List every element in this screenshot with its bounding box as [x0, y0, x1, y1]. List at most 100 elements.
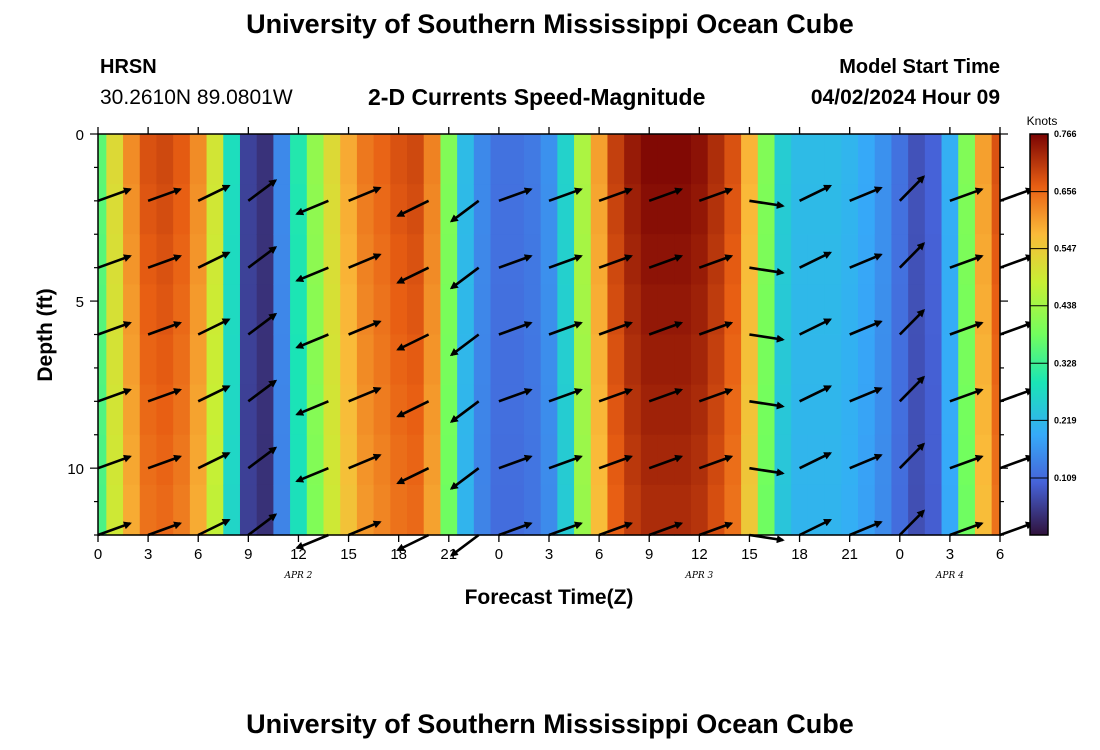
- heatmap-cell: [874, 134, 893, 185]
- heatmap-cell: [991, 134, 1001, 185]
- heatmap-cell: [741, 184, 759, 235]
- heatmap-cell: [189, 184, 208, 235]
- current-vector-arrow: [598, 388, 633, 403]
- heatmap-cell: [640, 384, 659, 436]
- heatmap-cell: [273, 134, 291, 185]
- heatmap-cell: [189, 334, 208, 386]
- heatmap-cell: [473, 184, 492, 235]
- current-vector-arrow: [698, 321, 734, 336]
- current-vector-arrow: [849, 253, 883, 269]
- heatmap-cell: [373, 134, 391, 185]
- heatmap-cell: [724, 184, 742, 235]
- current-vector-arrow: [548, 187, 583, 203]
- current-vector-arrow: [648, 187, 684, 203]
- heatmap-cell: [590, 334, 609, 386]
- heatmap-cell: [974, 284, 993, 336]
- heatmap-cell: [707, 334, 725, 386]
- current-vector-arrow: [247, 246, 278, 269]
- heatmap-cell: [908, 184, 926, 235]
- heatmap-cell: [924, 384, 943, 436]
- heatmap-cell: [273, 234, 291, 285]
- heatmap-cell: [523, 484, 542, 536]
- current-vector-arrow: [449, 533, 480, 557]
- heatmap-cell: [958, 234, 976, 285]
- current-vector-arrow: [147, 321, 182, 336]
- heatmap-cell: [223, 384, 241, 436]
- heatmap-cell: [757, 134, 776, 185]
- heatmap-cell: [607, 234, 625, 285]
- current-vector-arrow: [295, 266, 329, 283]
- heatmap-cell: [256, 334, 274, 386]
- current-vector-arrow: [698, 187, 734, 203]
- heatmap-cell: [239, 434, 258, 486]
- x-tick-label: 18: [390, 546, 407, 563]
- heatmap-cell: [473, 284, 492, 336]
- current-vector-arrow: [849, 186, 883, 203]
- heatmap-cell: [440, 134, 458, 185]
- heatmap-cell: [173, 134, 191, 185]
- heatmap-cell: [507, 484, 525, 536]
- heatmap-cell: [523, 384, 542, 436]
- heatmap-cell: [306, 484, 325, 536]
- heatmap-cell: [323, 334, 341, 386]
- colorbar-label: 0.656: [1054, 187, 1077, 197]
- heatmap-cell: [139, 284, 158, 336]
- heatmap-cell: [941, 234, 959, 285]
- heatmap-cell: [557, 334, 575, 386]
- heatmap-cell: [356, 134, 375, 185]
- current-vector-arrow: [396, 266, 430, 284]
- heatmap-cell: [390, 234, 408, 285]
- heatmap-cell: [774, 334, 792, 386]
- heatmap-cell: [473, 234, 492, 285]
- heatmap-cell: [123, 384, 141, 436]
- heatmap-cell: [440, 234, 458, 285]
- heatmap-cell: [640, 284, 659, 336]
- heatmap-cell: [841, 234, 859, 285]
- heatmap-cell: [724, 284, 742, 336]
- heatmap-cell: [473, 484, 492, 536]
- heatmap-cell: [757, 434, 776, 486]
- heatmap-cell: [974, 334, 993, 386]
- heatmap-cell: [256, 484, 274, 536]
- heatmap-cell: [991, 334, 1001, 386]
- x-tick-label: 0: [896, 546, 904, 563]
- current-vector-arrow: [799, 251, 832, 269]
- heatmap-cell: [858, 484, 876, 536]
- heatmap-cell: [757, 284, 776, 336]
- heatmap-cell: [891, 184, 909, 235]
- current-vector-arrow: [598, 454, 633, 470]
- heatmap-cell: [791, 184, 809, 235]
- x-tick-label: 3: [946, 546, 954, 563]
- heatmap-cell: [874, 484, 893, 536]
- heatmap-cell: [239, 184, 258, 235]
- heatmap-cell: [223, 184, 241, 235]
- heatmap-cell: [891, 434, 909, 486]
- heatmap-cell: [991, 434, 1001, 486]
- heatmap-cell: [390, 484, 408, 536]
- heatmap-cell: [206, 334, 224, 386]
- current-vector-arrow: [295, 533, 329, 550]
- heatmap-cell: [757, 184, 776, 235]
- x-tick-label: 12: [691, 546, 708, 563]
- heatmap-cell: [874, 284, 893, 336]
- heatmap-cell: [106, 434, 124, 486]
- x-tick-label: 6: [996, 546, 1004, 563]
- heatmap-cell: [373, 284, 391, 336]
- heatmap-cell: [724, 384, 742, 436]
- x-tick-label: 6: [194, 546, 202, 563]
- heatmap-cell: [924, 184, 943, 235]
- current-vector-arrow: [247, 179, 278, 202]
- heatmap-cell: [239, 134, 258, 185]
- heatmap-cell: [574, 484, 592, 536]
- heatmap-cell: [791, 284, 809, 336]
- heatmap-cell: [540, 334, 558, 386]
- heatmap-cell: [273, 184, 291, 235]
- heatmap-cell: [440, 334, 458, 386]
- current-vector-arrow: [548, 454, 583, 470]
- current-vector-arrow: [898, 242, 926, 269]
- y-tick-label: 10: [67, 461, 84, 478]
- station-coordinates: 30.2610N 89.0801W: [100, 86, 293, 109]
- heatmap-cell: [974, 234, 993, 285]
- heatmap-cell: [490, 484, 508, 536]
